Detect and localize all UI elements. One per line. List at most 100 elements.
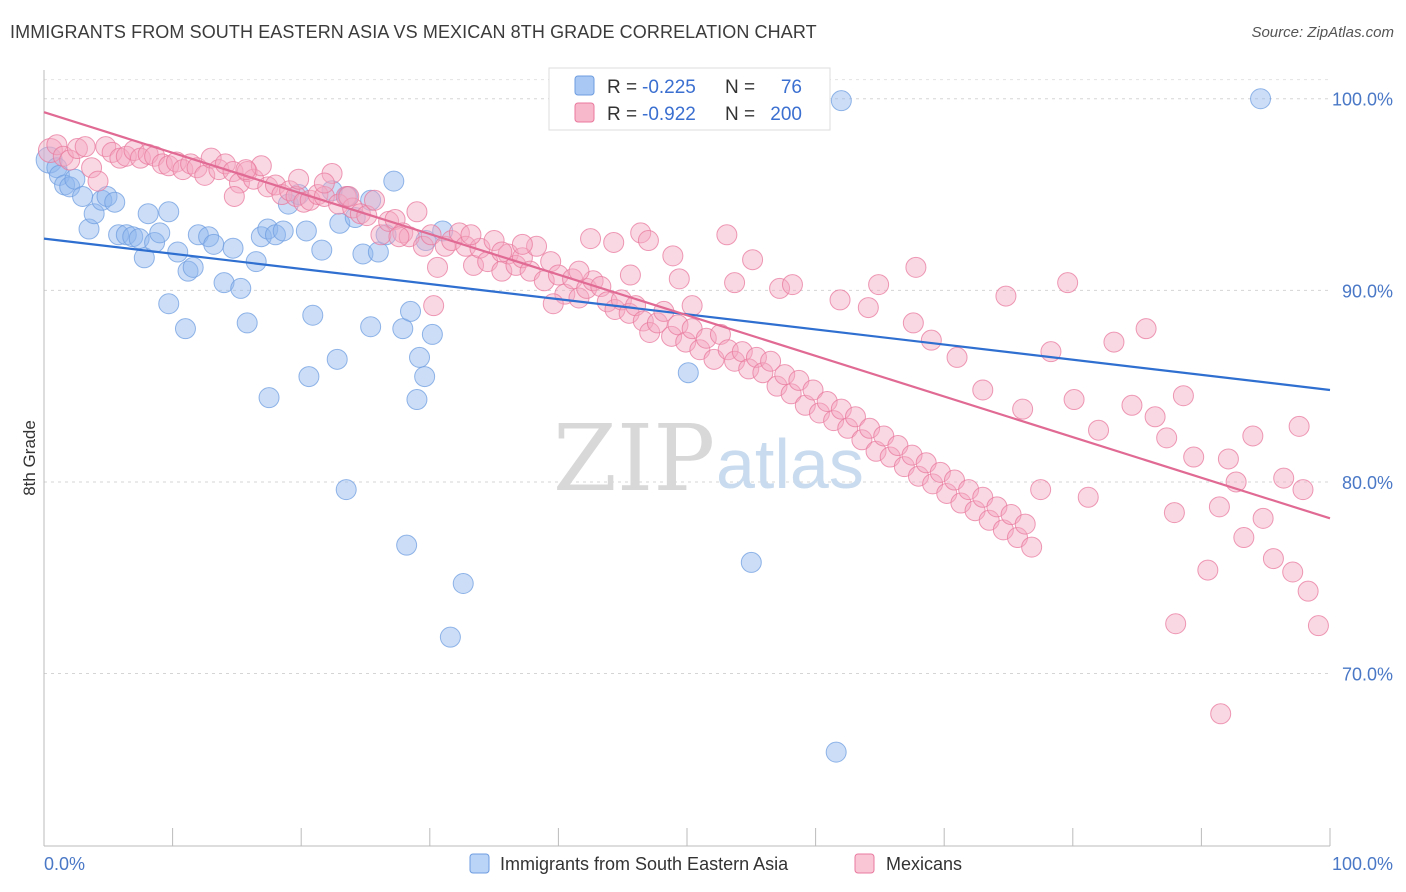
point-immigrants <box>352 243 374 265</box>
point-mexicans <box>313 172 335 194</box>
y-tick-label: 100.0% <box>1332 90 1393 110</box>
axes <box>43 70 1331 847</box>
point-immigrants <box>414 366 436 388</box>
point-immigrants <box>383 170 405 192</box>
watermark-atlas: atlas <box>716 425 864 503</box>
point-immigrants <box>360 316 382 338</box>
point-mexicans <box>780 383 802 405</box>
point-immigrants <box>83 203 105 225</box>
trend-line-mexicans <box>43 111 1331 520</box>
point-mexicans <box>661 325 683 347</box>
point-mexicans <box>95 136 117 158</box>
point-immigrants <box>406 389 428 411</box>
point-mexicans <box>995 285 1017 307</box>
y-tick-labels: 70.0% 80.0% 90.0% 100.0% <box>1332 90 1393 685</box>
point-mexicans <box>1103 331 1125 353</box>
point-immigrants <box>203 233 225 255</box>
point-mexicans <box>829 289 851 311</box>
point-mexicans <box>1242 425 1264 447</box>
x-tick-min: 0.0% <box>44 854 85 874</box>
point-mexicans <box>412 235 434 257</box>
point-mexicans <box>857 297 879 319</box>
point-mexicans <box>920 329 942 351</box>
point-mexicans <box>716 224 738 246</box>
point-mexicans <box>1273 467 1295 489</box>
point-immigrants <box>421 323 443 345</box>
point-mexicans <box>81 157 103 179</box>
y-tick-label: 70.0% <box>1342 665 1393 685</box>
point-mexicans <box>491 241 513 263</box>
point-mexicans <box>288 168 310 190</box>
point-mexicans <box>388 226 410 248</box>
point-immigrants <box>392 318 414 340</box>
point-mexicans <box>370 224 392 246</box>
point-immigrants <box>272 220 294 242</box>
point-immigrants <box>182 256 204 278</box>
point-mexicans <box>946 346 968 368</box>
stats-legend-r-label-immigrants: R = <box>607 77 637 98</box>
point-immigrants <box>302 304 324 326</box>
point-immigrants <box>174 318 196 340</box>
stats-legend-n-label-mexicans: N = <box>725 104 755 125</box>
grid-lines <box>44 79 1330 675</box>
stats-legend-box <box>548 67 831 131</box>
point-mexicans <box>724 272 746 294</box>
point-immigrants <box>409 346 431 368</box>
point-immigrants <box>104 191 126 213</box>
point-mexicans <box>483 230 505 252</box>
point-mexicans <box>511 233 533 255</box>
point-mexicans <box>668 268 690 290</box>
point-immigrants <box>825 741 847 763</box>
point-mexicans <box>681 295 703 317</box>
trend-lines <box>43 111 1331 520</box>
point-mexicans <box>74 136 96 158</box>
point-mexicans <box>46 134 68 156</box>
point-mexicans <box>1030 479 1052 501</box>
source-credit: Source: ZipAtlas.com <box>1251 24 1394 41</box>
point-mexicans <box>1144 406 1166 428</box>
stats-legend-swatch-immigrants <box>574 75 595 96</box>
point-mexicans <box>1088 419 1110 441</box>
point-mexicans <box>1077 486 1099 508</box>
stats-legend-r-label-mexicans: R = <box>607 104 637 125</box>
stats-legend-n-value-immigrants: 76 <box>781 77 802 98</box>
chart-title: IMMIGRANTS FROM SOUTH EASTERN ASIA VS ME… <box>10 22 817 42</box>
point-mexicans <box>752 362 774 384</box>
point-mexicans <box>1292 479 1314 501</box>
x-tick-max: 100.0% <box>1332 854 1393 874</box>
point-mexicans <box>1163 502 1185 524</box>
point-mexicans <box>37 137 63 163</box>
series-mexicans-points <box>37 134 1329 725</box>
series-legend-swatch-immigrants <box>469 853 490 874</box>
point-immigrants <box>830 90 852 112</box>
point-mexicans <box>709 323 731 345</box>
point-immigrants <box>396 534 418 556</box>
point-mexicans <box>1297 580 1319 602</box>
point-mexicans <box>865 440 887 462</box>
point-mexicans <box>619 264 641 286</box>
point-mexicans <box>1210 703 1232 725</box>
watermark-zip: ZIP <box>553 405 715 512</box>
point-mexicans <box>667 314 689 336</box>
point-immigrants <box>149 222 171 244</box>
point-mexicans <box>1156 427 1178 449</box>
point-immigrants <box>167 241 189 263</box>
stats-legend-swatch-mexicans <box>574 102 595 123</box>
point-immigrants <box>245 251 267 273</box>
point-mexicans <box>905 256 927 278</box>
point-mexicans <box>1021 536 1043 558</box>
point-immigrants <box>137 203 159 225</box>
stats-legend-r-value-mexicans: -0.922 <box>642 104 696 125</box>
point-immigrants <box>400 300 422 322</box>
y-axis-label: 8th Grade <box>20 420 39 496</box>
series-legend-swatch-mexicans <box>854 853 875 874</box>
point-mexicans <box>662 245 684 267</box>
point-mexicans <box>1183 446 1205 468</box>
point-mexicans <box>1307 615 1329 637</box>
point-mexicans <box>837 417 859 439</box>
point-mexicans <box>742 249 764 271</box>
series-legend: Immigrants from South Eastern Asia Mexic… <box>469 853 962 874</box>
point-immigrants <box>64 168 86 190</box>
point-mexicans <box>1262 548 1284 570</box>
